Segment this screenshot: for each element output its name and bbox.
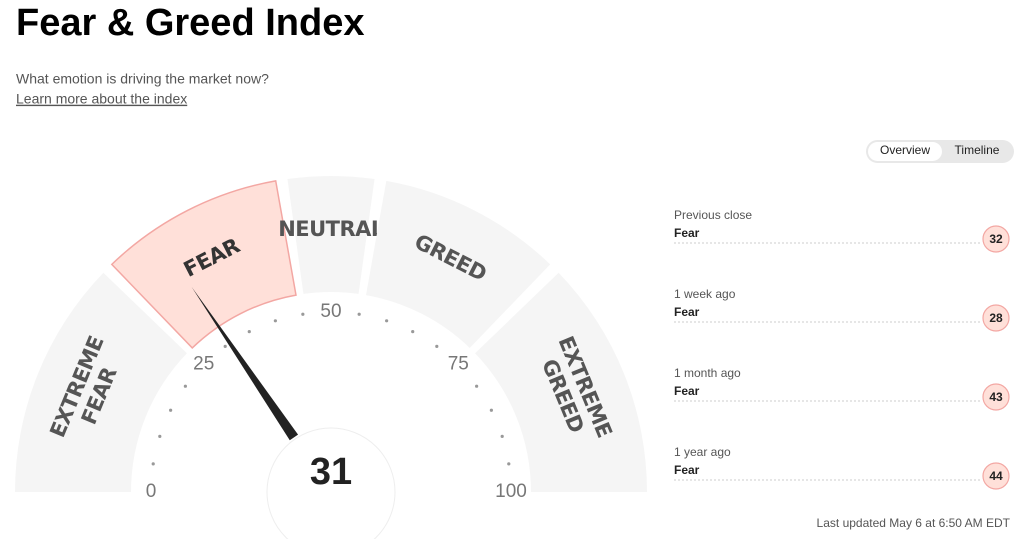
gauge-band (287, 176, 375, 294)
minor-dot (169, 408, 173, 412)
gauge-band (475, 272, 647, 492)
gauge-band (15, 272, 187, 492)
minor-dot (475, 384, 479, 388)
history-badge (982, 304, 1010, 332)
history-value: 44 (989, 469, 1003, 483)
minor-dot (385, 319, 389, 323)
minor-dot (223, 344, 227, 348)
minor-dot (435, 344, 439, 348)
gauge-band (366, 180, 551, 348)
last-updated: Last updated May 6 at 6:50 AM EDT (817, 516, 1011, 530)
history-when: 1 week ago (674, 287, 736, 301)
tick-label: 50 (320, 301, 341, 322)
title: Fear & Greed Index (16, 2, 364, 44)
history-when: 1 month ago (674, 366, 741, 380)
history-badge (982, 462, 1010, 490)
gauge-value: 31 (310, 451, 352, 493)
minor-dot (489, 408, 493, 412)
tick-label: 0 (146, 481, 157, 502)
minor-dot (500, 434, 504, 438)
tick-label: 100 (495, 481, 527, 502)
history-when: Previous close (674, 208, 752, 222)
history-rating: Fear (674, 226, 700, 240)
band-label: NEUTRAL (278, 217, 384, 241)
needle (191, 286, 299, 441)
minor-dot (247, 330, 251, 334)
tick-label: 75 (448, 354, 469, 375)
history-when: 1 year ago (674, 445, 731, 459)
minor-dot (183, 384, 187, 388)
minor-dot (158, 434, 162, 438)
history-rating: Fear (674, 305, 700, 319)
history-badge (982, 383, 1010, 411)
minor-dot (273, 319, 277, 323)
history-rating: Fear (674, 463, 700, 477)
minor-dot (301, 312, 305, 316)
history-badge (982, 225, 1010, 253)
gauge-center-bg (266, 427, 396, 544)
minor-dot (357, 312, 361, 316)
tick-label: 25 (193, 354, 214, 375)
subtitle: What emotion is driving the market now? (16, 71, 269, 87)
tab-timeline[interactable]: Timeline (955, 143, 1000, 157)
tab-overview[interactable]: Overview (880, 143, 930, 157)
learn-more-link[interactable]: Learn more about the index (16, 91, 187, 107)
history-value: 28 (989, 311, 1003, 325)
minor-dot (151, 462, 155, 466)
band-label-line: NEUTRAL (278, 217, 384, 241)
history-value: 32 (989, 232, 1003, 246)
minor-dot (507, 462, 511, 466)
tab-active-bg (868, 142, 942, 161)
history-rating: Fear (674, 384, 700, 398)
minor-dot (411, 330, 415, 334)
gauge-band (110, 180, 297, 349)
history-value: 43 (989, 390, 1003, 404)
